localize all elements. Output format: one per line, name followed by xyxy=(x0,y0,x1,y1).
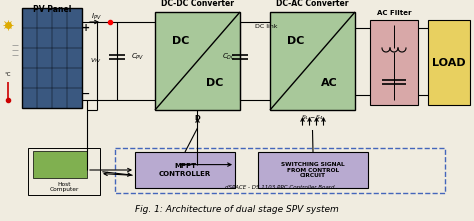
Text: MPPT
CONTROLLER: MPPT CONTROLLER xyxy=(159,164,211,177)
Text: $V_{PV}$: $V_{PV}$ xyxy=(90,57,102,65)
Bar xyxy=(370,20,418,105)
Text: LOAD: LOAD xyxy=(432,57,466,67)
Bar xyxy=(428,20,470,105)
Bar xyxy=(270,12,355,110)
Text: $I_{PV}$: $I_{PV}$ xyxy=(91,12,101,22)
Text: −: − xyxy=(82,89,91,99)
Text: DC: DC xyxy=(287,36,304,46)
Text: DC-AC Converter: DC-AC Converter xyxy=(276,0,349,8)
Text: AC Filter: AC Filter xyxy=(377,10,411,16)
Text: °C: °C xyxy=(5,72,11,78)
Text: D: D xyxy=(195,115,201,121)
Bar xyxy=(28,148,100,195)
Bar xyxy=(135,152,235,188)
Bar xyxy=(258,152,368,188)
Bar xyxy=(22,8,82,108)
Text: Host
Computer: Host Computer xyxy=(49,182,79,192)
Bar xyxy=(115,148,445,193)
Text: $C_{PV}$: $C_{PV}$ xyxy=(131,52,145,62)
Text: DC-DC Converter: DC-DC Converter xyxy=(161,0,234,8)
Text: SWITCHING SIGNAL
FROM CONTROL
CIRCUIT: SWITCHING SIGNAL FROM CONTROL CIRCUIT xyxy=(281,162,345,178)
Text: DC: DC xyxy=(206,78,223,88)
Text: dSPACE - DS 1103 PPC Controller Board: dSPACE - DS 1103 PPC Controller Board xyxy=(225,185,335,190)
Text: AC: AC xyxy=(321,78,338,88)
Text: +: + xyxy=(82,23,90,33)
Text: $C_{DC}$: $C_{DC}$ xyxy=(222,52,236,62)
Text: $S_1 - S_4$: $S_1 - S_4$ xyxy=(301,114,324,122)
Text: DC link: DC link xyxy=(255,25,277,29)
Text: PV Panel: PV Panel xyxy=(33,5,71,14)
Text: Fig. 1: Architecture of dual stage SPV system: Fig. 1: Architecture of dual stage SPV s… xyxy=(135,206,339,215)
Bar xyxy=(33,151,87,178)
Bar xyxy=(155,12,240,110)
Text: DC: DC xyxy=(172,36,189,46)
